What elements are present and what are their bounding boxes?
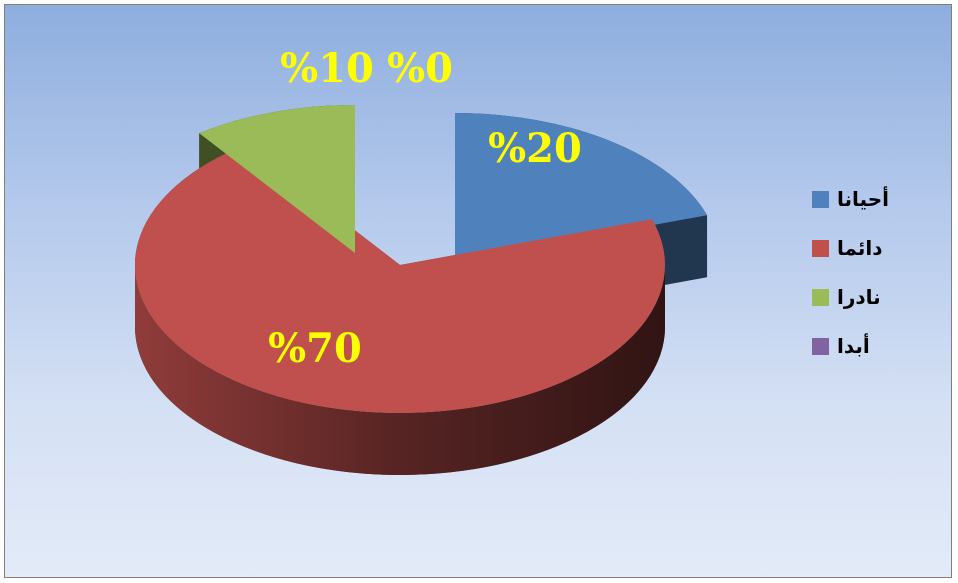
pie-top-group xyxy=(134,105,708,414)
slice-wall xyxy=(135,265,665,475)
data-label-1: %20 xyxy=(488,125,582,172)
data-label-2: %70 xyxy=(268,325,362,372)
data-labels-group: %20 %70 %10 %0 xyxy=(268,45,582,372)
legend: أحيانا دائما نادرا أبدا xyxy=(812,182,942,378)
legend-item: أبدا xyxy=(812,329,942,363)
legend-label: دائما xyxy=(837,236,883,260)
legend-swatch xyxy=(812,190,829,208)
legend-swatch xyxy=(812,288,829,306)
legend-label: أبدا xyxy=(837,334,870,358)
legend-label: أحيانا xyxy=(837,187,889,211)
data-label-4: %0 xyxy=(387,45,453,92)
legend-item: دائما xyxy=(812,231,942,265)
data-label-3: %10 xyxy=(280,45,374,92)
pie-slice-2 xyxy=(134,145,665,414)
legend-label: نادرا xyxy=(837,285,881,309)
legend-item: نادرا xyxy=(812,280,942,314)
pie-slice-3 xyxy=(199,105,355,253)
legend-swatch xyxy=(812,337,829,355)
legend-swatch xyxy=(812,239,829,257)
legend-item: أحيانا xyxy=(812,182,942,216)
